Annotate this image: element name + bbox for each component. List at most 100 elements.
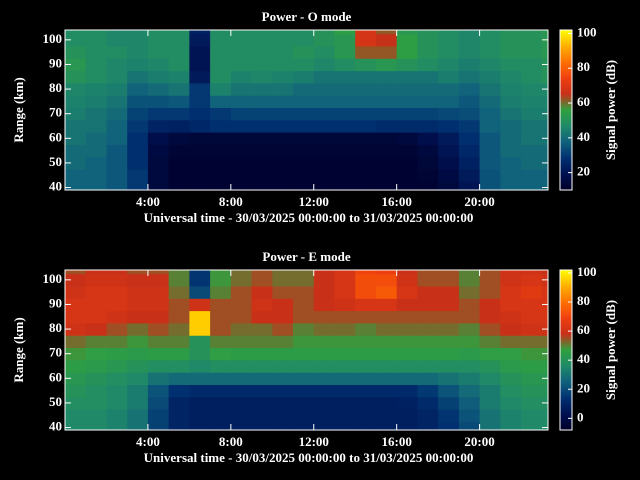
cell	[438, 30, 460, 35]
cell	[147, 409, 170, 422]
cell	[438, 107, 460, 121]
cell	[334, 347, 356, 361]
cell	[251, 310, 273, 324]
cell	[375, 372, 398, 385]
cell	[500, 298, 522, 312]
cell	[85, 273, 107, 287]
cell	[458, 335, 481, 349]
cell	[500, 33, 522, 47]
cell	[458, 372, 481, 385]
cell	[210, 270, 232, 275]
cell	[375, 322, 398, 336]
cell	[147, 169, 170, 182]
cell	[438, 82, 460, 96]
cell	[479, 310, 501, 324]
cell	[500, 310, 522, 324]
cell	[396, 95, 418, 109]
cell	[189, 119, 211, 133]
cell	[438, 322, 460, 336]
cell	[500, 30, 522, 35]
cell	[272, 322, 294, 336]
cell	[127, 409, 149, 422]
cell	[417, 156, 439, 170]
cell	[272, 119, 294, 133]
cell	[147, 273, 170, 287]
cell	[127, 298, 149, 312]
cell	[168, 384, 190, 398]
cell	[521, 46, 543, 59]
cell	[541, 46, 548, 59]
cell	[251, 58, 273, 72]
cell	[230, 132, 253, 145]
cell	[375, 58, 398, 72]
cell	[106, 273, 128, 287]
cell	[127, 70, 149, 84]
cell	[251, 156, 273, 170]
cell	[458, 119, 481, 133]
cell	[355, 384, 377, 398]
cell	[334, 372, 356, 385]
cell	[127, 107, 149, 121]
cell	[127, 144, 149, 158]
cell	[106, 310, 128, 324]
cell	[168, 169, 190, 182]
colorbar-tick-label: 80	[577, 293, 590, 308]
cell	[65, 298, 87, 312]
cell	[313, 132, 335, 145]
cell	[85, 396, 107, 410]
cell	[210, 396, 232, 410]
cell	[189, 82, 211, 96]
cell	[458, 169, 481, 182]
cell	[313, 273, 335, 287]
x-tick-label: 4:00	[136, 194, 160, 209]
cell	[458, 421, 481, 430]
cell	[334, 107, 356, 121]
x-tick-label: 12:00	[299, 194, 329, 209]
cell	[85, 82, 107, 96]
cell	[479, 119, 501, 133]
cell	[458, 384, 481, 398]
cell	[375, 70, 398, 84]
cell	[334, 421, 356, 430]
cell	[251, 181, 273, 190]
cell	[417, 270, 439, 275]
cell	[147, 33, 170, 47]
cell	[334, 46, 356, 59]
y-tick-label: 70	[49, 105, 62, 120]
cell	[293, 396, 315, 410]
cell	[147, 156, 170, 170]
cell	[479, 181, 501, 190]
cell	[168, 70, 190, 84]
cell	[396, 421, 418, 430]
cell	[65, 359, 87, 373]
cell	[272, 298, 294, 312]
cell	[541, 169, 548, 182]
cell	[65, 181, 87, 190]
cell	[313, 421, 335, 430]
cell	[334, 322, 356, 336]
cell	[168, 322, 190, 336]
cell	[251, 286, 273, 299]
y-tick-label: 50	[49, 394, 62, 409]
cell	[355, 33, 377, 47]
cell	[355, 58, 377, 72]
cell	[396, 384, 418, 398]
cell	[147, 30, 170, 35]
cell	[251, 107, 273, 121]
cell	[355, 372, 377, 385]
cell	[541, 286, 548, 299]
cell	[168, 409, 190, 422]
x-tick-label: 16:00	[382, 434, 412, 449]
cell	[438, 396, 460, 410]
cell	[272, 46, 294, 59]
cell	[355, 310, 377, 324]
cell	[210, 372, 232, 385]
cell	[65, 169, 87, 182]
cell	[375, 119, 398, 133]
cell	[500, 286, 522, 299]
cell	[106, 144, 128, 158]
cell	[521, 58, 543, 72]
cell	[355, 156, 377, 170]
cell	[293, 359, 315, 373]
cell	[230, 70, 253, 84]
